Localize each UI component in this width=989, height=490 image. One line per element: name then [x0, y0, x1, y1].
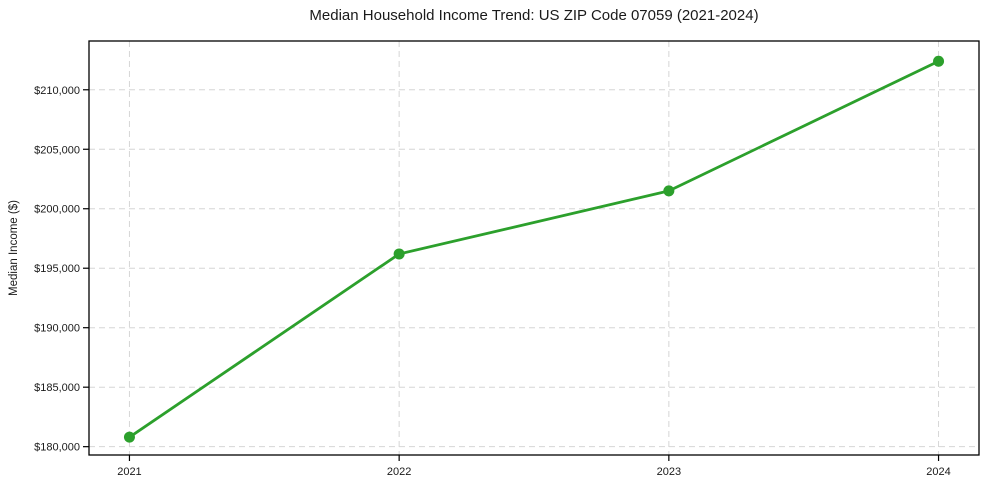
y-tick-label: $200,000	[34, 204, 80, 216]
y-tick-label: $190,000	[34, 323, 80, 335]
chart-title: Median Household Income Trend: US ZIP Co…	[309, 7, 759, 24]
y-tick-label: $180,000	[34, 442, 80, 454]
x-tick-label: 2022	[387, 466, 411, 478]
data-point-2022	[393, 248, 405, 260]
y-tick-label: $185,000	[34, 382, 80, 394]
data-point-2023	[663, 185, 675, 197]
x-tick-label: 2023	[657, 466, 681, 478]
plot-border	[88, 40, 980, 456]
data-point-2024	[933, 55, 945, 67]
y-axis-label: Median Income ($)	[8, 200, 20, 296]
y-tick-label: $205,000	[34, 144, 80, 156]
y-tick-label: $210,000	[34, 85, 80, 97]
x-tick-label: 2021	[117, 466, 141, 478]
data-point-2021	[123, 431, 135, 443]
x-tick-label: 2024	[926, 466, 950, 478]
y-tick-label: $195,000	[34, 263, 80, 275]
trend-line	[128, 59, 940, 439]
